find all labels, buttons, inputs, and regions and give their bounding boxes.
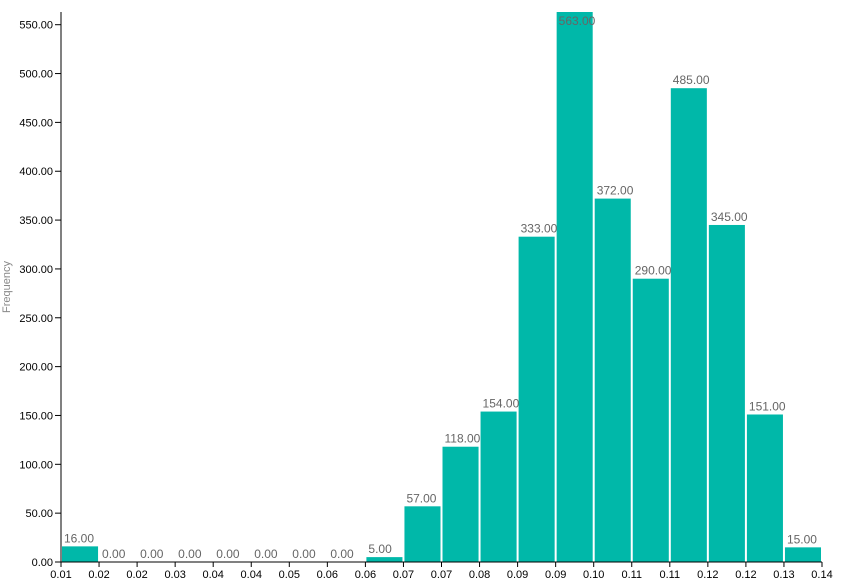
bar-value-label: 345.00 bbox=[711, 210, 748, 224]
y-axis: 0.00 50.00 100.00 150.00 200.00 250.00 300.00 3… bbox=[19, 12, 62, 569]
y-axis-title: Frequency bbox=[1, 261, 13, 313]
y-tick-label: 550.00 bbox=[19, 20, 53, 32]
bar-value-label: 151.00 bbox=[749, 399, 786, 413]
bar-value-label: 0.00 bbox=[330, 547, 354, 561]
y-tick-label: 0.00 bbox=[32, 557, 53, 569]
bar-value-label: 5.00 bbox=[368, 542, 392, 556]
y-tick-label: 350.00 bbox=[19, 215, 53, 227]
histogram-bar bbox=[594, 198, 631, 562]
bar-value-label: 563.00 bbox=[559, 14, 596, 28]
value-labels: 16.00 0.00 0.00 0.00 0.00 0.00 0.00 0.00 5.00 57.… bbox=[64, 14, 817, 561]
bar-value-label: 57.00 bbox=[406, 491, 436, 505]
histogram-bar bbox=[518, 236, 555, 562]
y-tick-label: 200.00 bbox=[19, 362, 53, 374]
bar-value-label: 154.00 bbox=[483, 397, 520, 411]
bars bbox=[62, 12, 821, 562]
x-tick-label: 0.11 bbox=[660, 569, 681, 581]
x-tick-label: 0.09 bbox=[545, 569, 566, 581]
bar-value-label: 0.00 bbox=[292, 547, 316, 561]
histogram-bar bbox=[784, 547, 821, 562]
y-tick-label: 450.00 bbox=[19, 117, 53, 129]
y-tick-label: 250.00 bbox=[19, 313, 53, 325]
y-tick-label: 150.00 bbox=[19, 410, 53, 422]
bar-value-label: 15.00 bbox=[787, 532, 817, 546]
x-tick-label: 0.07 bbox=[393, 569, 414, 581]
histogram-bar bbox=[480, 411, 517, 562]
bar-value-label: 0.00 bbox=[254, 547, 278, 561]
y-tick-label: 100.00 bbox=[19, 459, 53, 471]
x-tick-label: 0.06 bbox=[355, 569, 376, 581]
x-tick-label: 0.02 bbox=[88, 569, 109, 581]
bar-value-label: 485.00 bbox=[673, 73, 710, 87]
bar-value-label: 0.00 bbox=[102, 547, 126, 561]
bar-value-label: 0.00 bbox=[216, 547, 240, 561]
x-tick-label: 0.07 bbox=[431, 569, 452, 581]
x-tick-label: 0.12 bbox=[735, 569, 756, 581]
y-tick-label: 400.00 bbox=[19, 166, 53, 178]
bar-value-label: 118.00 bbox=[445, 432, 481, 446]
x-tick-label: 0.03 bbox=[164, 569, 185, 581]
x-tick-label: 0.02 bbox=[126, 569, 147, 581]
x-tick-label: 0.08 bbox=[469, 569, 490, 581]
x-tick-label: 0.09 bbox=[507, 569, 528, 581]
bar-value-label: 0.00 bbox=[178, 547, 202, 561]
histogram-bar bbox=[632, 278, 669, 562]
histogram-bar bbox=[746, 414, 783, 562]
histogram-bar bbox=[670, 88, 707, 562]
histogram-bar bbox=[708, 224, 745, 562]
x-tick-label: 0.11 bbox=[621, 569, 642, 581]
bar-value-label: 372.00 bbox=[597, 184, 634, 198]
x-tick-label: 0.01 bbox=[50, 569, 71, 581]
histogram-bar bbox=[62, 546, 99, 562]
bar-value-label: 0.00 bbox=[140, 547, 164, 561]
histogram-bar bbox=[366, 557, 403, 562]
x-tick-label: 0.04 bbox=[241, 569, 262, 581]
x-tick-label: 0.06 bbox=[317, 569, 338, 581]
x-axis: 0.01 0.02 0.02 0.03 0.04 0.04 0.05 0.06 0.06 0.07… bbox=[50, 561, 833, 581]
histogram-bar bbox=[404, 506, 441, 562]
x-tick-label: 0.04 bbox=[202, 569, 223, 581]
x-tick-label: 0.12 bbox=[697, 569, 718, 581]
bar-value-label: 333.00 bbox=[521, 222, 558, 236]
x-tick-label: 0.14 bbox=[811, 569, 832, 581]
bar-value-label: 16.00 bbox=[64, 531, 94, 545]
x-tick-label: 0.05 bbox=[279, 569, 300, 581]
x-tick-label: 0.10 bbox=[583, 569, 604, 581]
histogram-bar bbox=[556, 12, 593, 562]
histogram-bar bbox=[442, 446, 479, 562]
y-tick-label: 50.00 bbox=[25, 508, 53, 520]
y-tick-label: 300.00 bbox=[19, 264, 53, 276]
bar-value-label: 290.00 bbox=[635, 264, 672, 278]
y-tick-label: 500.00 bbox=[19, 69, 53, 81]
x-tick-label: 0.13 bbox=[773, 569, 794, 581]
